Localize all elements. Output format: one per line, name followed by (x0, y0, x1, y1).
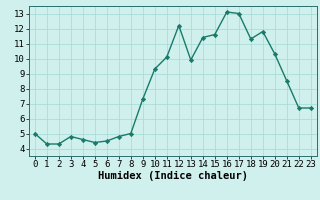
X-axis label: Humidex (Indice chaleur): Humidex (Indice chaleur) (98, 171, 248, 181)
